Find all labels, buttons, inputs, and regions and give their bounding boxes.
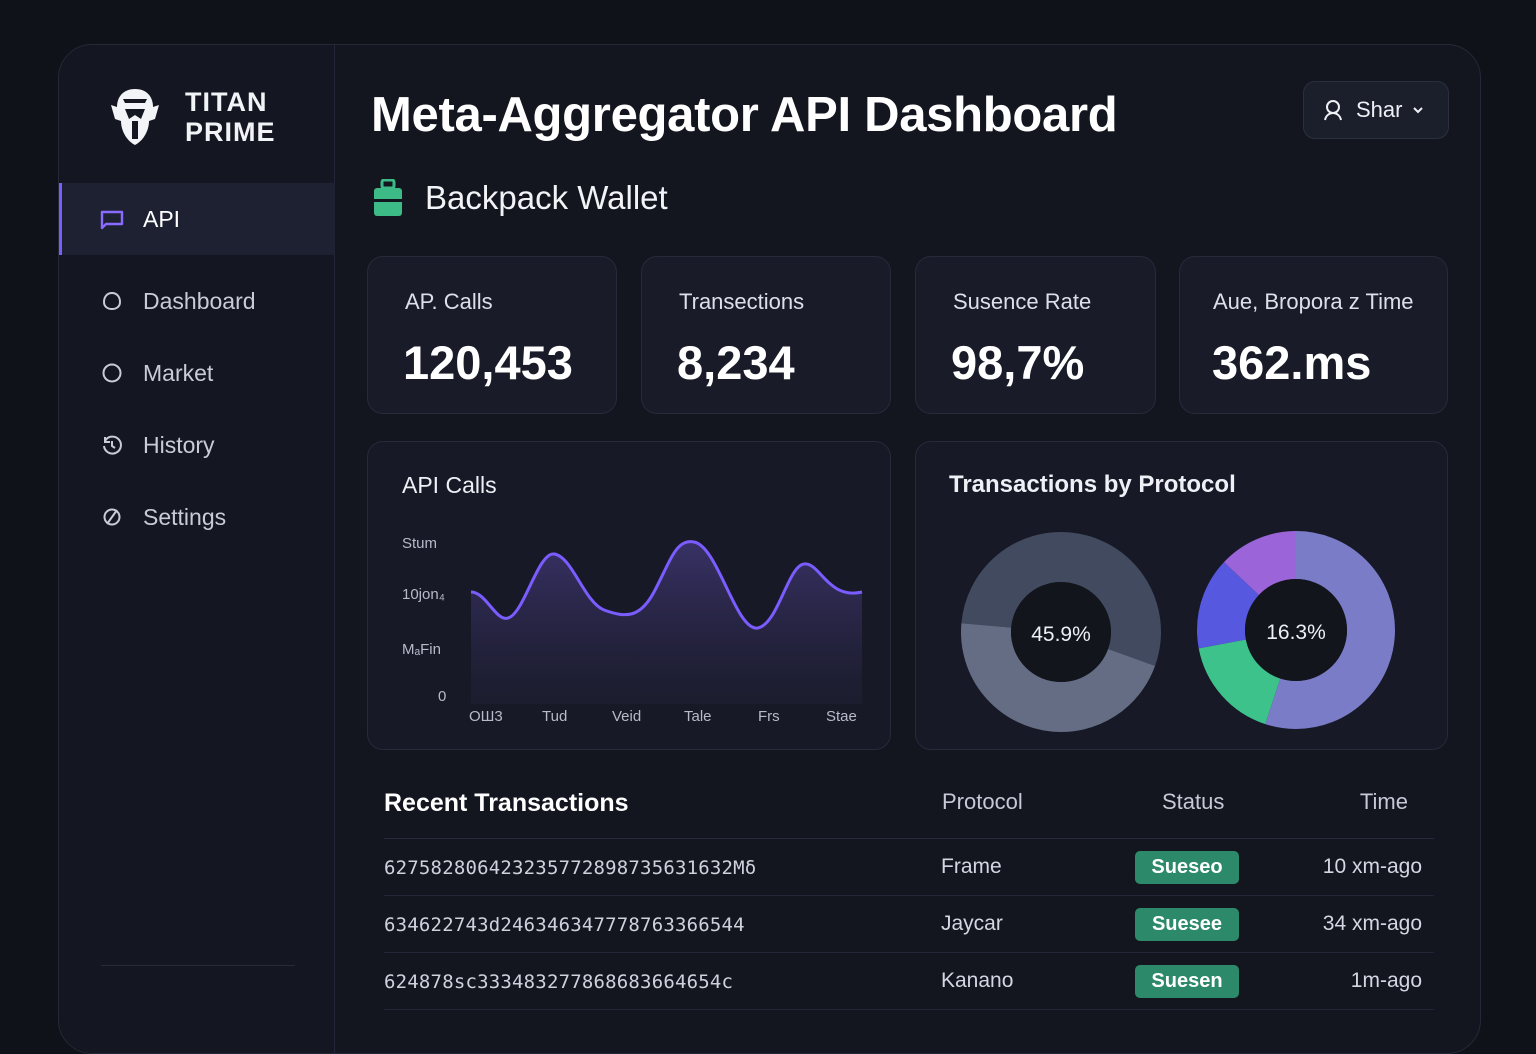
column-header-protocol[interactable]: Protocol bbox=[942, 789, 1023, 814]
row-divider bbox=[384, 895, 1434, 896]
donut-slice[interactable] bbox=[1197, 531, 1395, 729]
api-calls-area bbox=[471, 541, 862, 704]
stat-card-success-rate: Susence Rate 98,7% bbox=[915, 256, 1156, 414]
tx-hash[interactable]: 6275828064232357728987356316​32Mδ bbox=[384, 857, 757, 879]
brand-name: TITAN PRIME bbox=[185, 87, 276, 147]
stat-label: AP. Calls bbox=[405, 289, 493, 314]
sidebar-item-history[interactable]: History bbox=[59, 409, 335, 481]
stat-label: Susence Rate bbox=[953, 289, 1092, 314]
protocol-title: Transactions by Protocol bbox=[949, 471, 1236, 498]
stat-value: 8,234 bbox=[677, 336, 795, 389]
tx-time: 10 xm-ago bbox=[1322, 855, 1422, 878]
donut-chart-1 bbox=[961, 532, 1161, 732]
stat-card-api-calls: AP. Calls 120,453 bbox=[367, 256, 617, 414]
stat-label: Transections bbox=[679, 289, 805, 314]
app-window: TITAN PRIME API Dashboard bbox=[58, 44, 1481, 1054]
brand-line1: TITAN bbox=[185, 87, 268, 117]
donut-slice[interactable] bbox=[961, 532, 1161, 732]
donut-center-label: 16.3% bbox=[1266, 621, 1326, 644]
titan-helmet-icon bbox=[111, 89, 159, 145]
user-menu-button[interactable]: Shar bbox=[1303, 81, 1449, 139]
x-tick-label: Tale bbox=[684, 708, 712, 725]
donut-hole bbox=[1245, 579, 1347, 681]
dashboard-icon bbox=[99, 288, 125, 314]
protocol-panel: Transactions by Protocol 45.9% 16.3% bbox=[915, 441, 1448, 750]
stat-value: 98,7% bbox=[951, 336, 1085, 389]
x-tick-label: Tud bbox=[542, 708, 567, 725]
settings-icon bbox=[99, 504, 125, 530]
table-row[interactable]: 624878sc333483277868683664654c Kanano Su… bbox=[368, 953, 1434, 1010]
brand-line2: PRIME bbox=[185, 117, 276, 147]
sidebar: TITAN PRIME API Dashboard bbox=[59, 45, 335, 1053]
api-icon bbox=[99, 206, 125, 232]
row-divider bbox=[384, 1009, 1434, 1010]
api-calls-chart[interactable]: Stum 10jon₄ MₐFin 0 OШ3 Tud Veid Tale Fr… bbox=[368, 442, 892, 751]
tx-hash[interactable]: 634622743d246346347778763366544 bbox=[384, 914, 745, 936]
column-header-status[interactable]: Status bbox=[1162, 789, 1225, 814]
page-title: Meta-Aggregator API Dashboard bbox=[371, 88, 1118, 142]
tx-hash[interactable]: 624878sc333483277868683664654c bbox=[384, 971, 734, 993]
backpack-wallet-icon bbox=[374, 179, 402, 216]
tx-time: 34 xm-ago bbox=[1322, 912, 1422, 935]
wallet-name: Backpack Wallet bbox=[425, 179, 668, 216]
user-icon bbox=[1324, 100, 1342, 121]
sidebar-item-label: Settings bbox=[143, 503, 227, 530]
stat-card-transactions: Transections 8,234 bbox=[641, 256, 891, 414]
x-tick-label: OШ3 bbox=[469, 708, 503, 725]
tx-protocol: Frame bbox=[941, 855, 1002, 878]
y-tick-label: 10jon₄ bbox=[402, 586, 445, 603]
api-calls-title: API Calls bbox=[402, 472, 497, 498]
wallet-selector[interactable]: Backpack Wallet bbox=[373, 179, 668, 217]
recent-transactions-title: Recent Transactions bbox=[384, 789, 629, 817]
sidebar-item-market[interactable]: Market bbox=[59, 337, 335, 409]
y-tick-label: MₐFin bbox=[402, 641, 441, 658]
history-icon bbox=[99, 432, 125, 458]
nav-spacer bbox=[59, 255, 335, 265]
table-header-divider bbox=[384, 838, 1434, 839]
x-tick-label: Veid bbox=[612, 708, 641, 725]
brand-logo[interactable]: TITAN PRIME bbox=[107, 85, 276, 149]
user-name: Shar bbox=[1356, 97, 1403, 122]
protocol-donut-charts[interactable]: 45.9% 16.3% bbox=[916, 442, 1449, 751]
status-badge: Suesee bbox=[1135, 908, 1239, 941]
sidebar-item-label: API bbox=[143, 205, 181, 232]
sidebar-divider bbox=[101, 965, 295, 966]
sidebar-item-dashboard[interactable]: Dashboard bbox=[59, 265, 335, 337]
api-calls-panel: API Calls Stum 10jon₄ MₐFin 0 OШ3 Tud Ve… bbox=[367, 441, 891, 750]
donut-chart-2 bbox=[1197, 531, 1395, 729]
status-badge: Suesen bbox=[1135, 965, 1239, 998]
sidebar-item-label: Market bbox=[143, 359, 214, 386]
sidebar-item-label: Dashboard bbox=[143, 287, 256, 314]
stat-value: 362.ms bbox=[1212, 336, 1372, 389]
table-row[interactable]: 634622743d246346347778763366544 Jaycar S… bbox=[368, 896, 1434, 953]
tx-protocol: Jaycar bbox=[941, 912, 1003, 935]
sidebar-item-label: History bbox=[143, 431, 215, 458]
y-tick-label: 0 bbox=[438, 688, 446, 705]
sidebar-nav: API Dashboard Market History bbox=[59, 183, 335, 553]
sidebar-item-settings[interactable]: Settings bbox=[59, 481, 335, 553]
x-tick-label: Stae bbox=[826, 708, 857, 725]
stat-card-response-time: Aue, Bropora z Time 362.ms bbox=[1179, 256, 1448, 414]
tx-time: 1m-ago bbox=[1350, 969, 1422, 992]
column-header-time[interactable]: Time bbox=[1359, 789, 1408, 814]
donut-hole bbox=[1011, 582, 1111, 682]
donut-center-label: 45.9% bbox=[1031, 623, 1091, 646]
market-icon bbox=[99, 360, 125, 386]
status-badge: Sueseo bbox=[1135, 851, 1239, 884]
stat-label: Aue, Bropora z Time bbox=[1213, 289, 1414, 314]
tx-protocol: Kanano bbox=[941, 969, 1014, 992]
row-divider bbox=[384, 952, 1434, 953]
stat-value: 120,453 bbox=[403, 336, 573, 389]
y-tick-label: Stum bbox=[402, 535, 437, 552]
table-row[interactable]: 6275828064232357728987356316​32Mδ Frame … bbox=[368, 839, 1434, 896]
x-tick-label: Frs bbox=[758, 708, 780, 725]
donut-slice[interactable] bbox=[1197, 531, 1395, 729]
chevron-down-icon bbox=[1413, 107, 1424, 114]
sidebar-item-api[interactable]: API bbox=[59, 183, 335, 255]
api-calls-line bbox=[470, 540, 863, 630]
